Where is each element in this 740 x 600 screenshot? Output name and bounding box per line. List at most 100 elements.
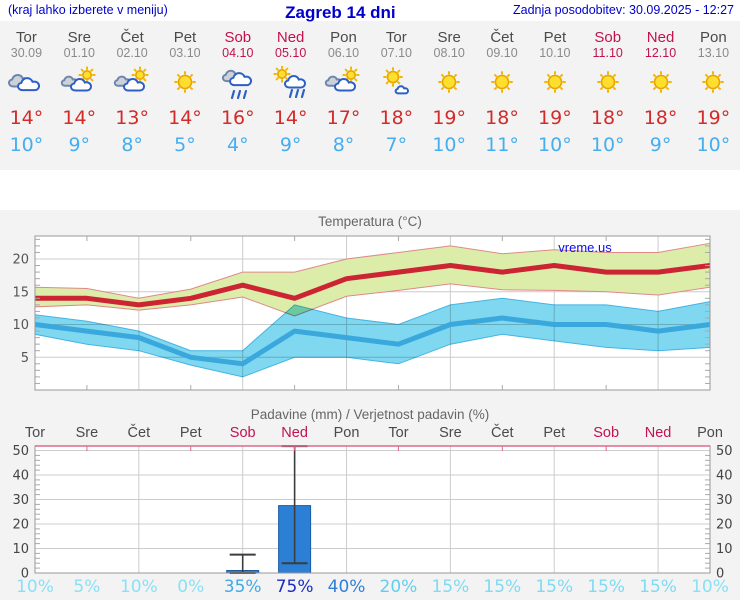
svg-text:20: 20: [12, 253, 29, 268]
temperature-chart: 5 10 15 20 vreme.us: [12, 235, 711, 391]
day-date: 12.10: [644, 46, 677, 60]
forecast-day-column[interactable]: Pet 10.10 19° 10°: [528, 21, 581, 170]
precip-day-labels: Tor Sre Čet Pet Sob Ned Pon Tor Sre Čet Pet Sob Ned P…: [0, 423, 740, 444]
day-date: 30.09: [10, 46, 43, 60]
day-name: Pon: [700, 29, 727, 46]
partly-icon: [53, 63, 106, 105]
low-temp: 10°: [432, 134, 467, 156]
high-temp: 16°: [220, 107, 255, 129]
precip-probability: 15%: [431, 577, 470, 597]
day-name: Sob: [594, 29, 622, 46]
low-temp: 8°: [332, 134, 355, 156]
day-name: Čet: [120, 29, 144, 46]
precip-day-label: Tor: [24, 425, 46, 441]
svg-text:20: 20: [716, 518, 733, 533]
day-name: Pet: [543, 29, 567, 46]
high-temp: 19°: [696, 107, 731, 129]
low-temp: 5°: [174, 134, 196, 156]
precip-day-label: Sre: [75, 425, 99, 441]
high-temp: 17°: [326, 107, 361, 129]
day-date: 03.10: [169, 46, 201, 60]
low-temp: 8°: [121, 134, 143, 156]
sunny-icon: [581, 63, 634, 105]
precip-probability: 10%: [691, 577, 729, 597]
forecast-day-column[interactable]: Ned 12.10 18° 9°: [634, 21, 687, 170]
precip-day-label: Pet: [179, 425, 202, 441]
sunny-icon: [159, 63, 212, 105]
sunrain-icon: [264, 63, 317, 105]
page-title: Zagreb 14 dni: [285, 3, 396, 22]
forecast-day-column[interactable]: Pon 13.10 19° 10°: [687, 21, 740, 170]
precip-probability: 10%: [16, 577, 54, 597]
low-temp: 4°: [227, 134, 249, 156]
precip-probability: 15%: [587, 577, 626, 597]
sunny-icon: [687, 63, 740, 105]
svg-text:15: 15: [12, 285, 29, 300]
precip-day-label: Sob: [229, 425, 256, 441]
high-temp: 18°: [485, 107, 519, 129]
location-hint: (kraj lahko izberete v meniju): [8, 3, 168, 17]
day-date: 04.10: [222, 46, 254, 60]
forecast-day-column[interactable]: Tor 30.09 14° 10°: [0, 21, 53, 170]
svg-text:50: 50: [12, 444, 29, 459]
precip-probability: 75%: [275, 577, 314, 597]
high-temp: 14°: [273, 107, 308, 129]
last-update: Zadnja posodobitev: 30.09.2025 - 12:27: [512, 3, 734, 17]
day-date: 07.10: [380, 46, 412, 60]
svg-text:40: 40: [12, 469, 29, 484]
low-temp: 10°: [590, 134, 625, 156]
day-name: Sre: [67, 29, 91, 46]
watermark: vreme.us: [558, 240, 612, 255]
day-name: Tor: [16, 29, 37, 46]
low-temp: 9°: [68, 134, 91, 156]
forecast-day-column[interactable]: Ned 05.10 14° 9°: [264, 21, 317, 170]
precip-day-label: Ned: [644, 425, 672, 441]
forecast-day-column[interactable]: Sre 01.10 14° 9°: [53, 21, 106, 170]
precip-probability: 0%: [177, 577, 205, 597]
partly-icon: [106, 63, 159, 105]
high-temp: 19°: [432, 107, 467, 129]
svg-text:10: 10: [12, 318, 29, 333]
low-temp: 7°: [385, 134, 408, 156]
day-name: Čet: [490, 29, 514, 46]
precip-day-label: Ned: [281, 425, 308, 441]
svg-text:0: 0: [716, 567, 724, 579]
forecast-day-column[interactable]: Sob 11.10 18° 10°: [581, 21, 634, 170]
low-temp: 9°: [279, 134, 302, 156]
high-temp: 13°: [115, 107, 149, 129]
precip-day-label: Pet: [543, 425, 566, 441]
precip-probability: 5%: [73, 577, 101, 597]
forecast-day-column[interactable]: Čet 02.10 13° 8°: [106, 21, 159, 170]
precip-day-label: Čet: [127, 425, 151, 441]
forecast-day-column[interactable]: Sre 08.10 19° 10°: [423, 21, 476, 170]
precip-probability: 15%: [483, 577, 522, 597]
day-date: 13.10: [697, 46, 730, 60]
high-temp: 14°: [62, 107, 97, 129]
day-date: 09.10: [486, 46, 518, 60]
svg-text:5: 5: [21, 351, 29, 366]
day-date: 11.10: [592, 46, 623, 60]
forecast-day-column[interactable]: Sob 04.10 16° 4°: [211, 21, 264, 170]
day-date: 02.10: [116, 46, 148, 60]
forecast-day-column[interactable]: Pon 06.10 17° 8°: [317, 21, 370, 170]
forecast-day-column[interactable]: Pet 03.10 14° 5°: [159, 21, 212, 170]
sunny-icon: [634, 63, 687, 105]
sunny-icon: [423, 63, 476, 105]
precip-probability: 35%: [223, 577, 262, 597]
day-date: 05.10: [275, 46, 307, 60]
day-name: Ned: [646, 29, 675, 46]
svg-text:50: 50: [716, 444, 733, 459]
svg-text:30: 30: [716, 493, 733, 508]
low-temp: 10°: [696, 134, 731, 156]
svg-text:10: 10: [12, 542, 29, 557]
high-temp: 18°: [643, 107, 678, 129]
forecast-day-column[interactable]: Čet 09.10 18° 11°: [476, 21, 529, 170]
sunny-icon: [476, 63, 529, 105]
forecast-day-column[interactable]: Tor 07.10 18° 7°: [370, 21, 423, 170]
low-temp: 10°: [538, 134, 572, 156]
svg-text:40: 40: [716, 469, 733, 484]
day-name: Sob: [224, 29, 252, 46]
day-date: 01.10: [63, 46, 95, 60]
day-name: Pon: [330, 29, 357, 46]
rain-icon: [211, 63, 264, 105]
